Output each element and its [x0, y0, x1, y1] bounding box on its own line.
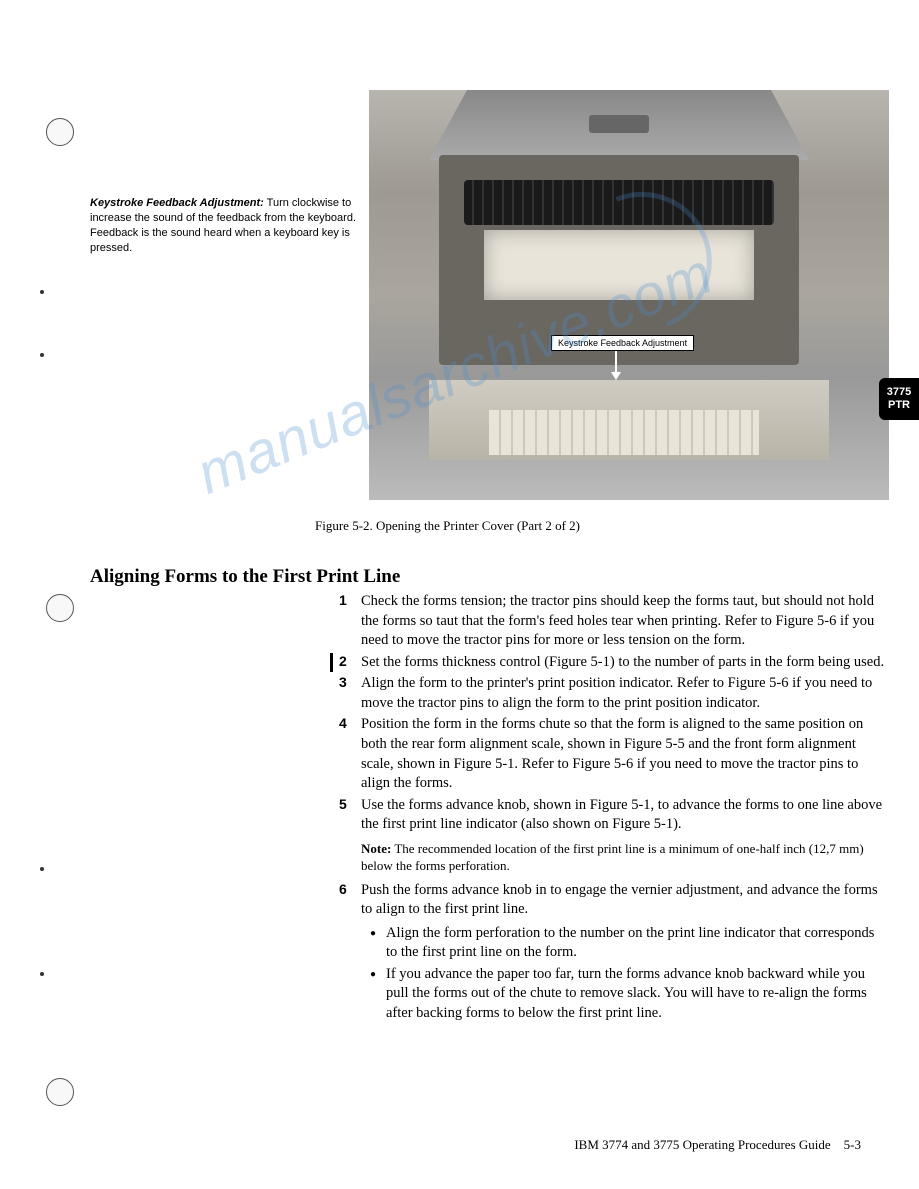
footer-title: IBM 3774 and 3775 Operating Procedures G…	[574, 1137, 830, 1152]
step-text: Push the forms advance knob in to engage…	[361, 881, 889, 920]
note-text: The recommended location of the first pr…	[361, 841, 864, 873]
binding-hole-icon	[46, 594, 74, 622]
step-item: 5 Use the forms advance knob, shown in F…	[330, 796, 889, 835]
step-number: 5	[339, 796, 361, 812]
note-label: Note:	[361, 841, 391, 856]
dot-mark	[40, 867, 44, 871]
step-text: Align the form to the printer's print po…	[361, 674, 889, 713]
step-number: 2	[339, 653, 361, 669]
figure-image-wrap: Keystroke Feedback Adjustment	[369, 90, 889, 500]
revision-bar	[330, 592, 333, 651]
sub-bullet-list: Align the form perforation to the number…	[370, 924, 889, 1024]
step-list-continued: 6 Push the forms advance knob in to enga…	[330, 881, 889, 920]
step-list: 1 Check the forms tension; the tractor p…	[330, 592, 889, 835]
callout-arrow-icon	[615, 350, 617, 374]
tab-line2: PTR	[879, 399, 919, 412]
annotation-term: Keystroke Feedback Adjustment:	[90, 197, 264, 209]
step-number: 1	[339, 592, 361, 608]
revision-bar	[330, 653, 333, 673]
step-number: 6	[339, 881, 361, 897]
binding-hole-icon	[46, 1078, 74, 1106]
dot-mark	[40, 290, 44, 294]
section-heading: Aligning Forms to the First Print Line	[90, 566, 889, 588]
figure-annotation: Keystroke Feedback Adjustment: Turn cloc…	[90, 196, 361, 255]
manual-page: Keystroke Feedback Adjustment: Turn cloc…	[0, 0, 919, 1189]
tab-line1: 3775	[879, 386, 919, 399]
step-text: Set the forms thickness control (Figure …	[361, 653, 889, 673]
step-item: 4 Position the form in the forms chute s…	[330, 715, 889, 793]
note-block: Note: The recommended location of the fi…	[361, 841, 889, 875]
step-text: Check the forms tension; the tractor pin…	[361, 592, 889, 651]
step-item: 3 Align the form to the printer's print …	[330, 674, 889, 713]
footer-page-number: 5-3	[844, 1137, 861, 1152]
dot-mark	[40, 972, 44, 976]
step-text: Use the forms advance knob, shown in Fig…	[361, 796, 889, 835]
step-item: 2 Set the forms thickness control (Figur…	[330, 653, 889, 673]
section-tab-badge: 3775 PTR	[879, 378, 919, 420]
callout-label: Keystroke Feedback Adjustment	[551, 335, 694, 351]
revision-bar	[330, 796, 333, 835]
revision-bar	[330, 674, 333, 713]
sub-bullet-item: If you advance the paper too far, turn t…	[370, 965, 889, 1024]
step-text: Position the form in the forms chute so …	[361, 715, 889, 793]
revision-bar	[330, 715, 333, 793]
sub-bullet-item: Align the form perforation to the number…	[370, 924, 889, 963]
printer-photo: Keystroke Feedback Adjustment	[369, 90, 889, 500]
figure-area: Keystroke Feedback Adjustment: Turn cloc…	[90, 90, 889, 500]
step-number: 3	[339, 674, 361, 690]
step-item: 1 Check the forms tension; the tractor p…	[330, 592, 889, 651]
revision-bar	[330, 881, 333, 920]
dot-mark	[40, 353, 44, 357]
page-footer: IBM 3774 and 3775 Operating Procedures G…	[574, 1137, 861, 1153]
binding-hole-icon	[46, 118, 74, 146]
step-item: 6 Push the forms advance knob in to enga…	[330, 881, 889, 920]
step-number: 4	[339, 715, 361, 731]
figure-caption: Figure 5-2. Opening the Printer Cover (P…	[315, 518, 889, 534]
